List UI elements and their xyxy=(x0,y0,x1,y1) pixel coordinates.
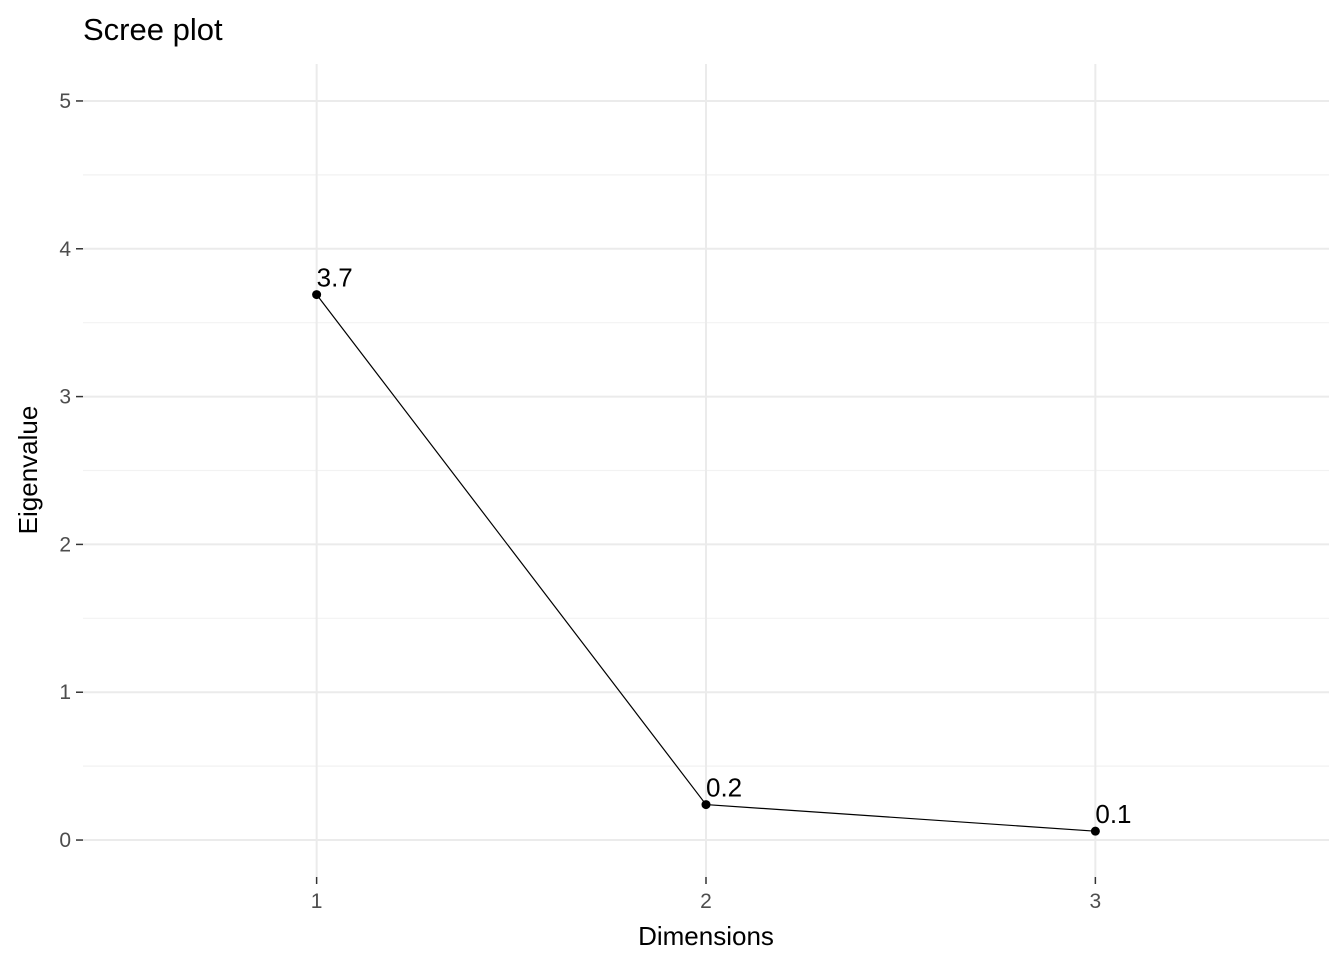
y-tick-label: 3 xyxy=(59,386,71,409)
x-tick-label: 1 xyxy=(311,890,323,913)
x-tick-label: 2 xyxy=(700,890,712,913)
data-label: 3.7 xyxy=(317,263,353,293)
axis-ticks: 0 1 2 3 4 5 1 2 3 xyxy=(59,90,1101,913)
data-labels: 3.7 0.2 0.1 xyxy=(317,263,1132,830)
y-axis-title: Eigenvalue xyxy=(13,406,43,535)
x-axis-title: Dimensions xyxy=(638,921,774,951)
y-tick-label: 5 xyxy=(59,90,71,113)
y-tick-label: 4 xyxy=(59,238,71,261)
data-label: 0.2 xyxy=(706,773,742,803)
data-point xyxy=(1090,826,1100,836)
y-tick-label: 0 xyxy=(59,829,71,852)
grid-lines xyxy=(83,64,1329,877)
x-tick-label: 3 xyxy=(1090,890,1102,913)
data-point xyxy=(312,290,322,300)
chart-title: Scree plot xyxy=(83,12,223,47)
data-label: 0.1 xyxy=(1095,799,1131,829)
series-eigenvalue xyxy=(312,290,1100,836)
y-tick-label: 1 xyxy=(59,681,71,704)
data-point xyxy=(701,800,711,810)
y-tick-label: 2 xyxy=(59,533,71,556)
